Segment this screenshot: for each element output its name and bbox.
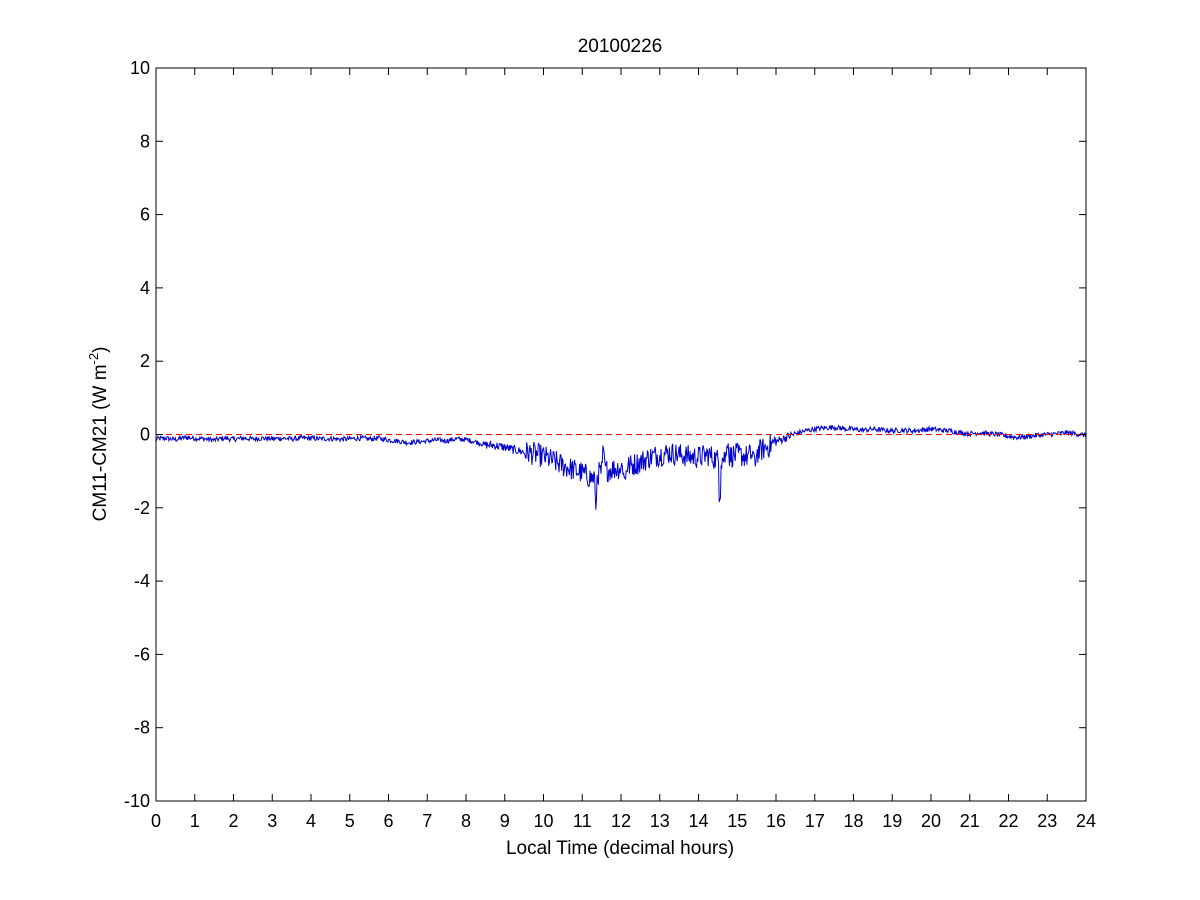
x-tick-label: 17 [805,811,825,831]
x-axis-label: Local Time (decimal hours) [506,838,734,859]
x-tick-label: 13 [650,811,670,831]
x-tick-label: 1 [190,811,200,831]
x-tick-label: 9 [500,811,510,831]
y-axis-label-close: ) [90,347,111,353]
x-tick-label: 23 [1037,811,1057,831]
y-tick-label: -6 [134,644,150,664]
x-tick-label: 21 [960,811,980,831]
y-tick-label: 10 [130,58,150,78]
x-tick-label: 14 [688,811,708,831]
y-axis-label: CM11-CM21 (W m-2) [86,347,111,522]
x-tick-label: 0 [151,811,161,831]
x-tick-label: 8 [461,811,471,831]
ticks-layer: 0 1 2 3 4 5 6 7 8 9 10 11 12 13 14 15 16 17 18 19 20 21 22 23 24… [124,58,1096,831]
x-tick-label: 24 [1076,811,1096,831]
x-tick-label: 2 [228,811,238,831]
x-tick-label: 3 [267,811,277,831]
y-tick-label: -4 [134,571,150,591]
x-tick-label: 16 [766,811,786,831]
series-line [155,424,1087,510]
x-tick-label: 7 [422,811,432,831]
x-tick-label: 4 [306,811,316,831]
x-tick-label: 11 [573,811,592,831]
y-tick-label: -10 [124,791,150,811]
x-tick-label: 18 [843,811,863,831]
y-tick-label: 0 [140,425,150,445]
x-tick-label: 20 [921,811,941,831]
x-tick-label: 5 [345,811,355,831]
chart-title: 20100226 [578,36,663,57]
x-tick-label: 12 [611,811,631,831]
x-tick-label: 15 [727,811,747,831]
x-tick-label: 10 [533,811,553,831]
y-axis-label-superscript: -2 [86,353,101,365]
y-tick-label: 4 [140,278,150,298]
y-axis-label-main: CM11-CM21 (W m [90,364,111,521]
x-tick-label: 19 [882,811,902,831]
y-tick-label: 8 [140,131,150,151]
series-layer [155,424,1087,510]
x-tick-label: 6 [383,811,393,831]
y-tick-label: 2 [140,351,150,371]
plot-frame [155,67,1087,802]
y-tick-label: 6 [140,205,150,225]
y-tick-label: -2 [134,498,150,518]
x-tick-label: 22 [998,811,1018,831]
y-tick-label: -8 [134,718,150,738]
